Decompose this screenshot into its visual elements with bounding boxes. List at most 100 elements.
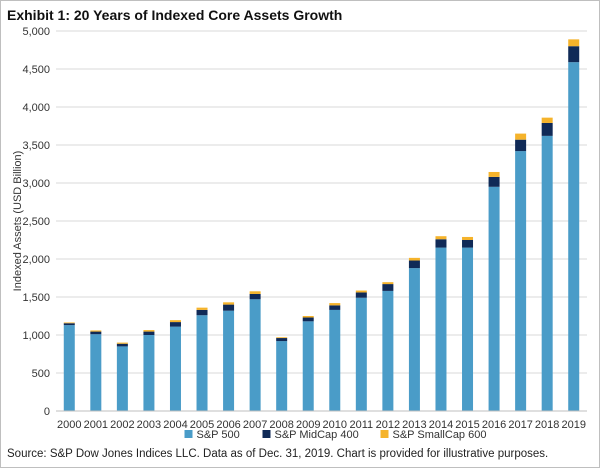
bar-segment-midcap — [355, 292, 367, 298]
y-tick-label: 3,500 — [22, 140, 50, 152]
legend-swatch — [262, 430, 271, 438]
bar-segment-midcap — [515, 139, 527, 152]
y-tick-label: 1,000 — [22, 330, 50, 342]
x-tick-label: 2017 — [508, 419, 532, 431]
bar-segment-smallcap — [382, 282, 394, 285]
y-tick-label: 0 — [44, 406, 50, 418]
bar-segment-sp500 — [408, 268, 420, 411]
bar-segment-smallcap — [276, 337, 288, 339]
bar-segment-smallcap — [329, 303, 341, 306]
x-tick-label: 2000 — [57, 419, 81, 431]
bar-segment-sp500 — [488, 186, 500, 411]
x-tick-label: 2004 — [163, 419, 187, 431]
bar-segment-sp500 — [515, 151, 527, 411]
bar-segment-midcap — [276, 338, 288, 342]
bar-segment-sp500 — [302, 321, 314, 411]
bar-segment-sp500 — [169, 326, 181, 411]
x-tick-label: 2014 — [429, 419, 453, 431]
bar-segment-sp500 — [355, 297, 367, 411]
bar-segment-midcap — [90, 331, 102, 335]
legend-swatch — [380, 430, 389, 438]
bar-segment-midcap — [169, 322, 181, 327]
x-tick-label: 2011 — [349, 419, 373, 431]
x-tick-label: 2007 — [243, 419, 267, 431]
bar-segment-smallcap — [116, 342, 128, 344]
y-tick-label: 2,500 — [22, 216, 50, 228]
bar-segment-midcap — [329, 305, 341, 310]
legend-label: S&P MidCap 400 — [275, 429, 359, 441]
x-tick-label: 2003 — [137, 419, 161, 431]
bar-segment-sp500 — [541, 135, 553, 411]
bar-segment-midcap — [408, 260, 420, 269]
bar-segment-midcap — [488, 176, 500, 187]
bar-segment-midcap — [63, 323, 75, 326]
x-tick-label: 2005 — [190, 419, 214, 431]
bar-segment-smallcap — [355, 290, 367, 293]
y-tick-label: 5,000 — [22, 26, 50, 38]
bar-segment-sp500 — [249, 299, 261, 411]
x-tick-label: 2006 — [216, 419, 240, 431]
bar-segment-sp500 — [143, 335, 155, 411]
bar-segment-sp500 — [382, 290, 394, 411]
x-tick-label: 2002 — [110, 419, 134, 431]
bar-segment-smallcap — [408, 257, 420, 261]
bar-segment-sp500 — [568, 62, 580, 411]
x-tick-label: 2001 — [84, 419, 108, 431]
x-tick-label: 2015 — [455, 419, 479, 431]
bar-segment-smallcap — [63, 322, 75, 324]
chart-title: Exhibit 1: 20 Years of Indexed Core Asse… — [7, 7, 343, 23]
bar-segment-sp500 — [116, 346, 128, 411]
bar-segment-midcap — [196, 309, 208, 316]
legend-label: S&P 500 — [197, 429, 240, 441]
bar-segment-sp500 — [276, 341, 288, 411]
bar-segment-midcap — [382, 284, 394, 291]
bar-segment-sp500 — [329, 309, 341, 411]
y-axis-title: Indexed Assets (USD Billion) — [12, 151, 24, 292]
y-tick-label: 4,500 — [22, 64, 50, 76]
x-tick-label: 2009 — [296, 419, 320, 431]
bar-segment-smallcap — [462, 236, 474, 240]
bar-segment-midcap — [462, 240, 474, 248]
bar-segment-smallcap — [169, 320, 181, 323]
source-note: Source: S&P Dow Jones Indices LLC. Data … — [7, 448, 549, 460]
bar-segment-smallcap — [435, 236, 447, 240]
bar-segment-midcap — [223, 304, 235, 311]
y-tick-label: 500 — [32, 368, 50, 380]
bar-segment-smallcap — [196, 307, 208, 310]
x-tick-label: 2012 — [376, 419, 400, 431]
x-tick-label: 2018 — [535, 419, 559, 431]
bar-segment-smallcap — [143, 330, 155, 332]
x-tick-label: 2008 — [269, 419, 293, 431]
bar-segment-smallcap — [223, 302, 235, 305]
x-tick-label: 2019 — [561, 419, 585, 431]
bar-segment-smallcap — [302, 316, 314, 318]
bar-segment-midcap — [116, 343, 128, 347]
bar-segment-smallcap — [541, 117, 553, 123]
bar-segment-sp500 — [462, 247, 474, 411]
bar-segment-sp500 — [90, 334, 102, 411]
bar-segment-midcap — [249, 293, 261, 300]
bar-segment-midcap — [541, 122, 553, 136]
x-tick-label: 2016 — [482, 419, 506, 431]
y-tick-label: 3,000 — [22, 178, 50, 190]
bar-segment-sp500 — [435, 247, 447, 411]
bar-segment-smallcap — [568, 39, 580, 47]
legend-swatch — [184, 430, 193, 438]
bar-segment-smallcap — [249, 291, 261, 294]
bar-segment-midcap — [568, 46, 580, 63]
bar-segment-smallcap — [90, 330, 102, 332]
bar-segment-midcap — [143, 331, 155, 335]
x-tick-label: 2013 — [402, 419, 426, 431]
legend-label: S&P SmallCap 600 — [393, 429, 487, 441]
y-tick-label: 2,000 — [22, 254, 50, 266]
bar-segment-smallcap — [488, 171, 500, 177]
bar-segment-midcap — [435, 239, 447, 248]
x-tick-label: 2010 — [323, 419, 347, 431]
y-tick-label: 1,500 — [22, 292, 50, 304]
bar-segment-smallcap — [515, 133, 527, 140]
bar-segment-sp500 — [63, 325, 75, 411]
bar-segment-midcap — [302, 317, 314, 322]
bar-segment-sp500 — [196, 315, 208, 411]
